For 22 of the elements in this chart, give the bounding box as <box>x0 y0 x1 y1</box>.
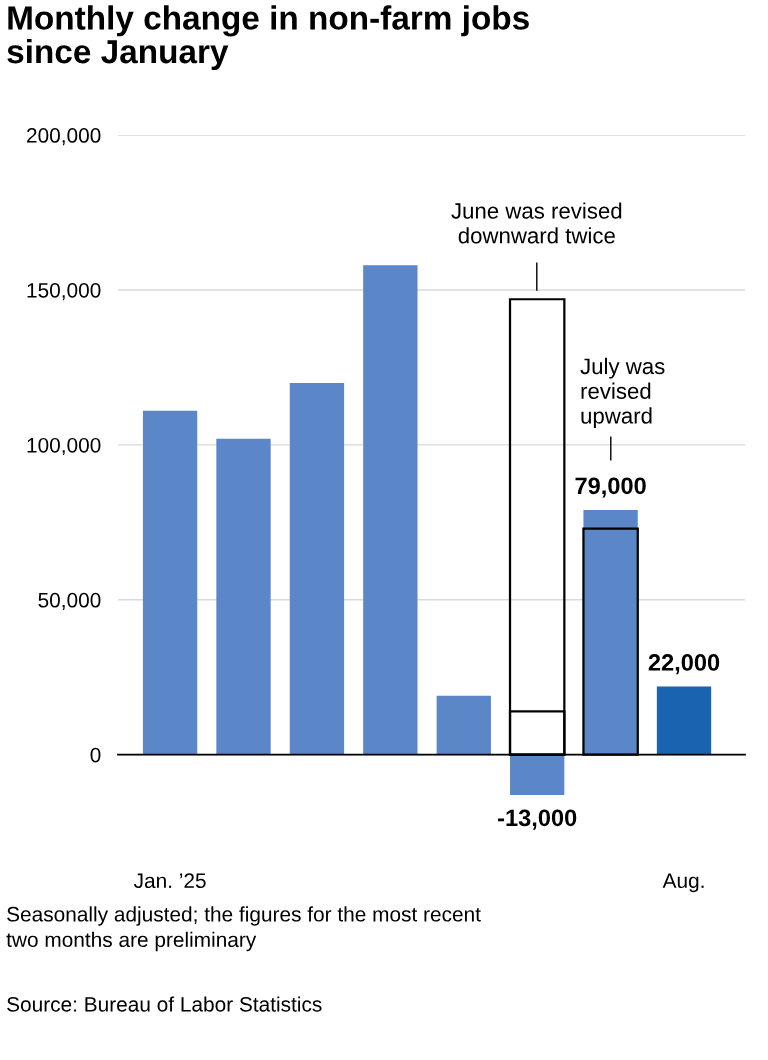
y-tick-label: 150,000 <box>27 282 101 301</box>
bar <box>216 438 271 755</box>
data-label: -13,000 <box>498 809 577 830</box>
y-tick-label: 50,000 <box>38 592 101 611</box>
y-tick-label: 100,000 <box>27 437 101 456</box>
text: Seasonally adjusted; the figures for the most recent two months are preliminary <box>6 906 481 952</box>
y-tick-label: 200,000 <box>27 128 101 146</box>
bar <box>363 265 418 755</box>
x-tick-label: Aug. <box>662 873 704 893</box>
source-note: Source: Bureau of Labor Statistics <box>7 996 322 1012</box>
x-tick-label: Jan. ’25 <box>133 873 206 889</box>
bar <box>289 382 345 755</box>
annotation: July was revised upward <box>580 357 665 429</box>
bar <box>510 754 565 795</box>
bar <box>656 686 712 755</box>
chart-title: Monthly change in non-farm jobs since January <box>7 5 529 71</box>
y-tick-label: 0 <box>90 747 101 763</box>
annotation: June was revised downward twice <box>451 202 622 244</box>
data-label: 79,000 <box>575 477 646 498</box>
data-label: 22,000 <box>648 654 720 675</box>
bar <box>142 410 198 755</box>
bar <box>436 695 491 755</box>
